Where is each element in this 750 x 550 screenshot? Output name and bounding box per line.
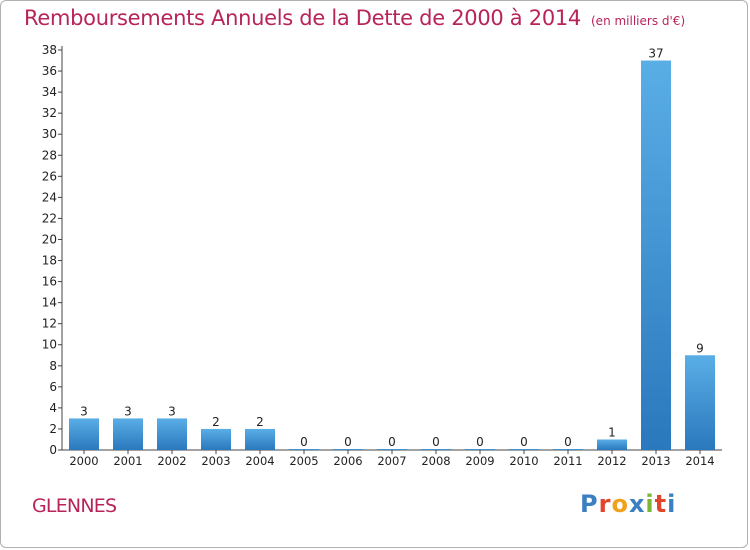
y-tick-label: 28 — [42, 148, 57, 162]
y-tick-label: 0 — [49, 443, 57, 457]
value-label-2004: 2 — [256, 415, 264, 429]
x-tick-label-2002: 2002 — [157, 454, 186, 468]
logo-letter: x — [628, 490, 646, 518]
value-label-2000: 3 — [80, 404, 88, 418]
logo-letter: o — [611, 490, 629, 518]
x-tick-label-2010: 2010 — [509, 454, 538, 468]
y-tick-label: 20 — [42, 232, 57, 246]
value-label-2010: 0 — [520, 435, 528, 449]
x-tick-label-2004: 2004 — [245, 454, 274, 468]
value-label-2001: 3 — [124, 404, 132, 418]
y-tick-label: 12 — [42, 317, 57, 331]
x-tick-label-2014: 2014 — [685, 454, 714, 468]
value-label-2011: 0 — [564, 435, 572, 449]
bar-2005 — [289, 449, 319, 450]
y-tick-label: 16 — [42, 275, 57, 289]
y-tick-label: 18 — [42, 254, 57, 268]
y-tick-label: 10 — [42, 338, 57, 352]
value-label-2014: 9 — [696, 341, 704, 355]
bar-2008 — [421, 449, 451, 450]
x-tick-label-2006: 2006 — [333, 454, 362, 468]
y-tick-label: 4 — [49, 401, 57, 415]
value-label-2008: 0 — [432, 435, 440, 449]
value-label-2003: 2 — [212, 415, 220, 429]
value-label-2013: 37 — [648, 47, 663, 61]
y-tick-label: 2 — [49, 422, 57, 436]
value-label-2009: 0 — [476, 435, 484, 449]
bar-2011 — [553, 449, 583, 450]
y-tick-label: 8 — [49, 359, 57, 373]
x-tick-label-2003: 2003 — [201, 454, 230, 468]
x-tick-label-2009: 2009 — [465, 454, 494, 468]
bar-2002 — [157, 418, 187, 450]
y-tick-label: 22 — [42, 211, 57, 225]
logo-letter: i — [645, 490, 655, 518]
y-tick-label: 26 — [42, 169, 57, 183]
bar-2013 — [641, 60, 671, 451]
logo-letter: r — [598, 490, 612, 518]
y-tick-label: 6 — [49, 380, 57, 394]
proxiti-logo: Proxiti — [580, 490, 676, 518]
y-tick-label: 38 — [42, 43, 57, 57]
bar-2010 — [509, 449, 539, 450]
bar-2000 — [69, 418, 99, 450]
commune-name: GLENNES — [32, 495, 117, 517]
y-tick-label: 24 — [42, 190, 57, 204]
unit-note: (en milliers d'€) — [591, 14, 686, 28]
logo-letter: P — [580, 490, 599, 518]
bar-2004 — [245, 428, 275, 450]
x-tick-label-2011: 2011 — [553, 454, 582, 468]
bar-2006 — [333, 449, 363, 450]
value-label-2012: 1 — [608, 425, 616, 439]
logo-letter: i — [667, 490, 677, 518]
y-tick-label: 30 — [42, 127, 57, 141]
x-tick-label-2005: 2005 — [289, 454, 318, 468]
y-tick-label: 34 — [42, 85, 57, 99]
x-tick-label-2001: 2001 — [113, 454, 142, 468]
bar-2009 — [465, 449, 495, 450]
x-tick-label-2000: 2000 — [69, 454, 98, 468]
x-tick-label-2007: 2007 — [377, 454, 406, 468]
y-tick-label: 14 — [42, 296, 57, 310]
y-tick-label: 36 — [42, 64, 57, 78]
bar-2012 — [597, 439, 627, 450]
value-label-2006: 0 — [344, 435, 352, 449]
y-tick-label: 32 — [42, 106, 57, 120]
bar-2007 — [377, 449, 407, 450]
bar-2014 — [685, 355, 715, 450]
value-label-2005: 0 — [300, 435, 308, 449]
bar-2001 — [113, 418, 143, 450]
value-label-2002: 3 — [168, 404, 176, 418]
value-label-2007: 0 — [388, 435, 396, 449]
x-tick-label-2012: 2012 — [597, 454, 626, 468]
chart-title: Remboursements Annuels de la Dette de 20… — [24, 6, 581, 30]
x-tick-label-2013: 2013 — [641, 454, 670, 468]
chart-title-block: Remboursements Annuels de la Dette de 20… — [24, 6, 685, 30]
logo-letter: t — [654, 490, 668, 518]
x-tick-label-2008: 2008 — [421, 454, 450, 468]
bar-2003 — [201, 428, 231, 450]
